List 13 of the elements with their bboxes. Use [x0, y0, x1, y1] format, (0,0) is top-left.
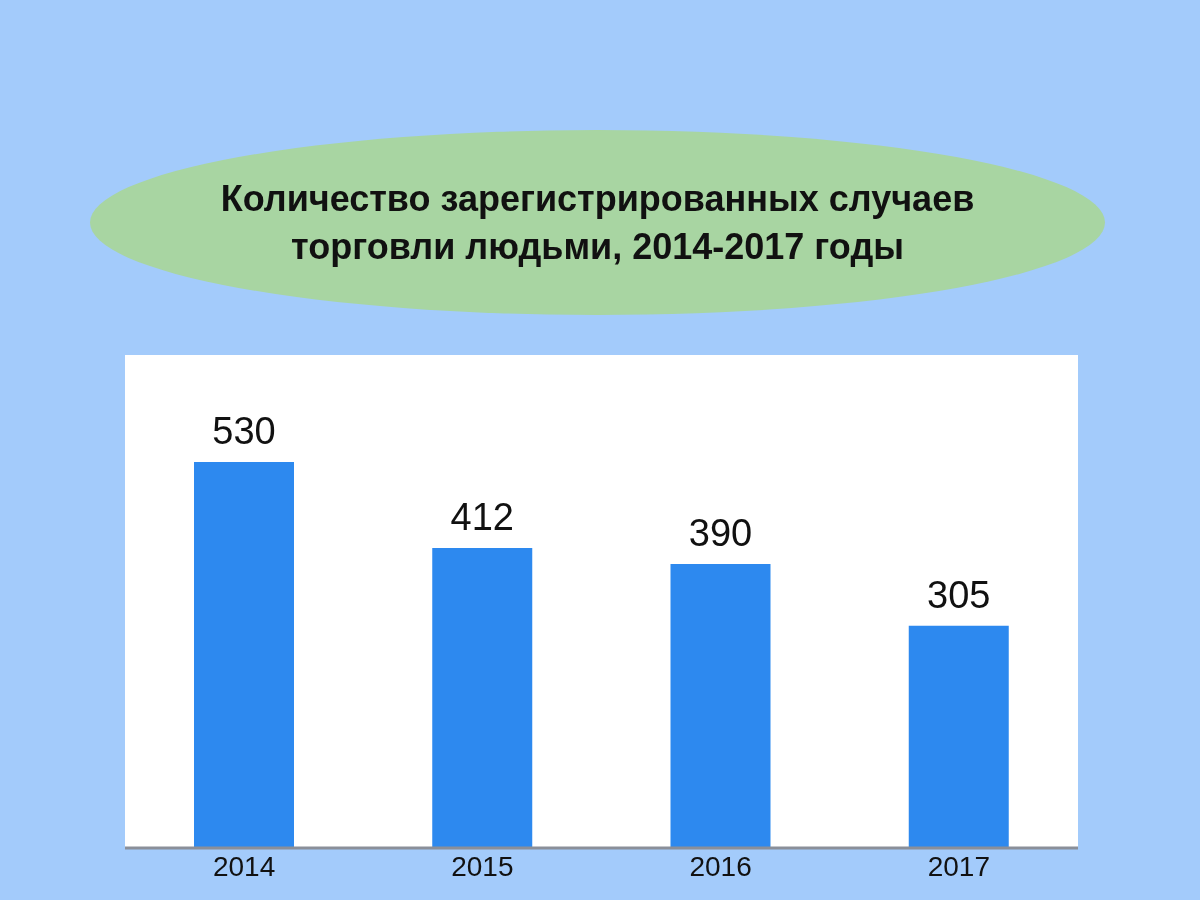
- data-label: 305: [927, 573, 991, 616]
- bar: [432, 547, 533, 848]
- chart-title: Количество зарегистрированных случаев торговли людьми, 2014-2017 годы: [219, 176, 976, 269]
- data-label: 390: [688, 511, 753, 554]
- x-tick-label: 2016: [689, 850, 752, 882]
- bar: [194, 462, 294, 848]
- data-label: 530: [212, 410, 276, 452]
- x-tick-label: 2015: [451, 850, 514, 882]
- bar: [908, 625, 1009, 848]
- x-tick-label: 2017: [927, 850, 991, 882]
- bar: [670, 563, 771, 848]
- x-tick-label: 2014: [212, 850, 276, 882]
- data-label: 412: [450, 495, 514, 538]
